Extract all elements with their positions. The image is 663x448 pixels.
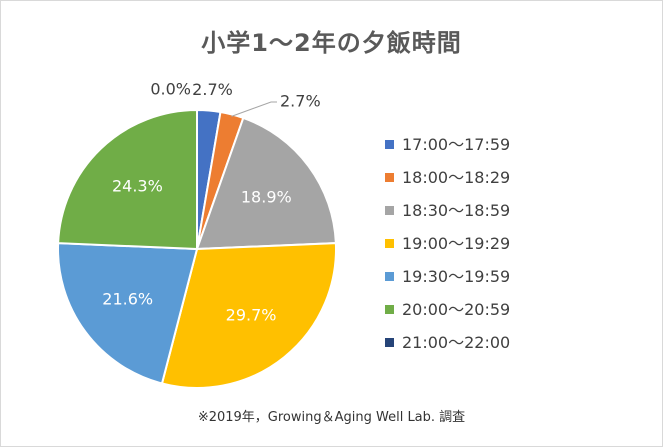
legend-label-4: 19:00～19:29 (402, 234, 511, 253)
legend-swatch-7 (385, 338, 394, 347)
legend-swatch-4 (385, 239, 394, 248)
pie-slice-4 (160, 242, 337, 389)
legend-label-7: 21:00～22:00 (402, 333, 511, 352)
pie-slices (57, 108, 337, 389)
leader-lines (231, 101, 277, 117)
data-label-4: 29.7% (226, 306, 277, 325)
legend-label-1: 17:00～17:59 (402, 135, 511, 154)
data-labels: 2.7% 2.7% 18.9% 29.7% 21.6% 24.3% 0.0% (102, 80, 320, 325)
data-label-2: 2.7% (280, 92, 321, 111)
data-label-5: 21.6% (102, 290, 153, 309)
pie-slice-3 (195, 116, 337, 251)
legend-swatch-1 (385, 140, 394, 149)
legend-label-3: 18:30～18:59 (402, 201, 511, 220)
data-label-3: 18.9% (241, 187, 292, 206)
leader-line-2 (231, 101, 277, 117)
legend-swatch-5 (385, 272, 394, 281)
legend-label-6: 20:00～20:59 (402, 300, 511, 319)
chart-title: 小学1～2年の夕飯時間 (201, 29, 462, 57)
pie-slice-5 (57, 242, 199, 385)
legend-label-5: 19:30～19:59 (402, 267, 511, 286)
legend-swatch-6 (385, 305, 394, 314)
source-note: ※2019年，Growing＆Aging Well Lab. 調査 (197, 410, 466, 425)
data-label-7: 0.0% (150, 80, 191, 99)
data-label-1: 2.7% (192, 80, 233, 99)
pie-slice-6 (57, 108, 198, 251)
data-label-6: 24.3% (112, 176, 163, 195)
legend-label-2: 18:00～18:29 (402, 168, 511, 187)
legend-swatch-2 (385, 173, 394, 182)
legend-swatch-3 (385, 206, 394, 215)
